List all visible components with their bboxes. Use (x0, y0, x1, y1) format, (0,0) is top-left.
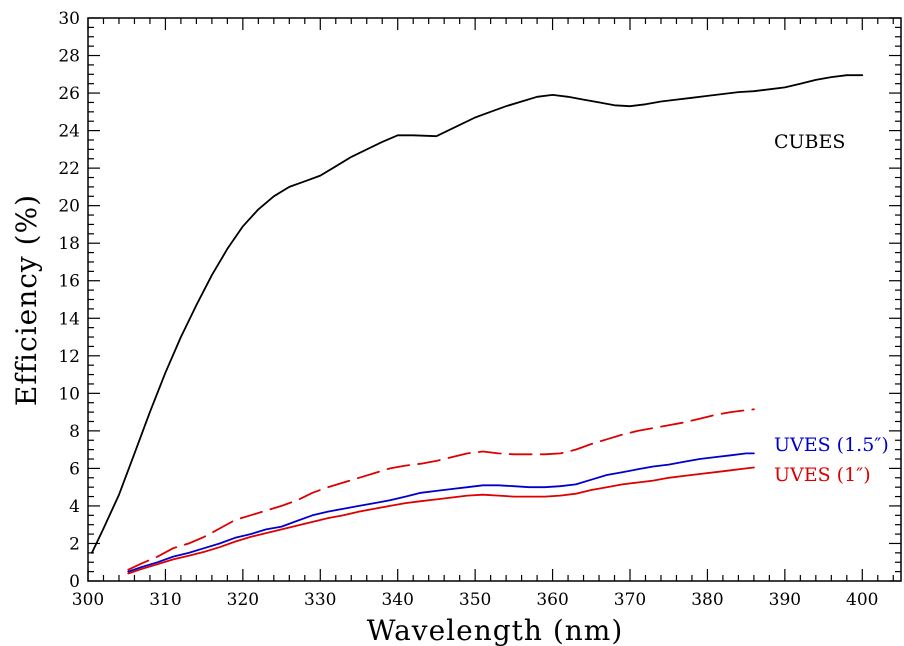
y-tick-label: 6 (69, 459, 80, 479)
y-tick-label: 0 (69, 572, 80, 592)
x-tick-label: 320 (227, 590, 259, 610)
series-line-uves15 (127, 452, 755, 573)
annotation-cubes: CUBES (774, 131, 845, 153)
x-tick-label: 380 (691, 590, 723, 610)
y-tick-label: 10 (58, 384, 80, 404)
y-tick-label: 4 (69, 497, 80, 517)
y-tick-label: 30 (58, 9, 80, 29)
y-tick-label: 8 (69, 422, 80, 442)
y-tick-label: 22 (58, 159, 80, 179)
y-tick-label: 28 (58, 47, 80, 67)
x-tick-label: 360 (536, 590, 568, 610)
y-tick-label: 18 (58, 234, 80, 254)
y-axis-title: Efficiency (%) (10, 194, 43, 406)
x-tick-label: 300 (72, 590, 104, 610)
annotation-uves15: UVES (1.5″) (774, 434, 889, 456)
x-axis-title: Wavelength (nm) (367, 614, 624, 646)
x-tick-label: 340 (381, 590, 413, 610)
series-line-uves1 (127, 466, 755, 575)
y-tick-label: 24 (58, 122, 80, 142)
x-tick-label: 310 (149, 590, 181, 610)
y-tick-label: 16 (58, 272, 80, 292)
x-tick-label: 330 (304, 590, 336, 610)
x-tick-label: 400 (846, 590, 878, 610)
series-line-cubes (91, 74, 864, 554)
x-tick-label: 350 (459, 590, 491, 610)
x-tick-label: 390 (769, 590, 801, 610)
y-tick-label: 12 (58, 347, 80, 367)
x-tick-label: 370 (614, 590, 646, 610)
plot-frame (87, 17, 902, 582)
y-tick-label: 2 (69, 534, 80, 554)
y-tick-label: 20 (58, 197, 80, 217)
y-tick-label: 14 (58, 309, 80, 329)
series-line-uves15_dashed (127, 408, 755, 571)
annotation-uves1: UVES (1″) (774, 464, 871, 486)
y-tick-label: 26 (58, 84, 80, 104)
